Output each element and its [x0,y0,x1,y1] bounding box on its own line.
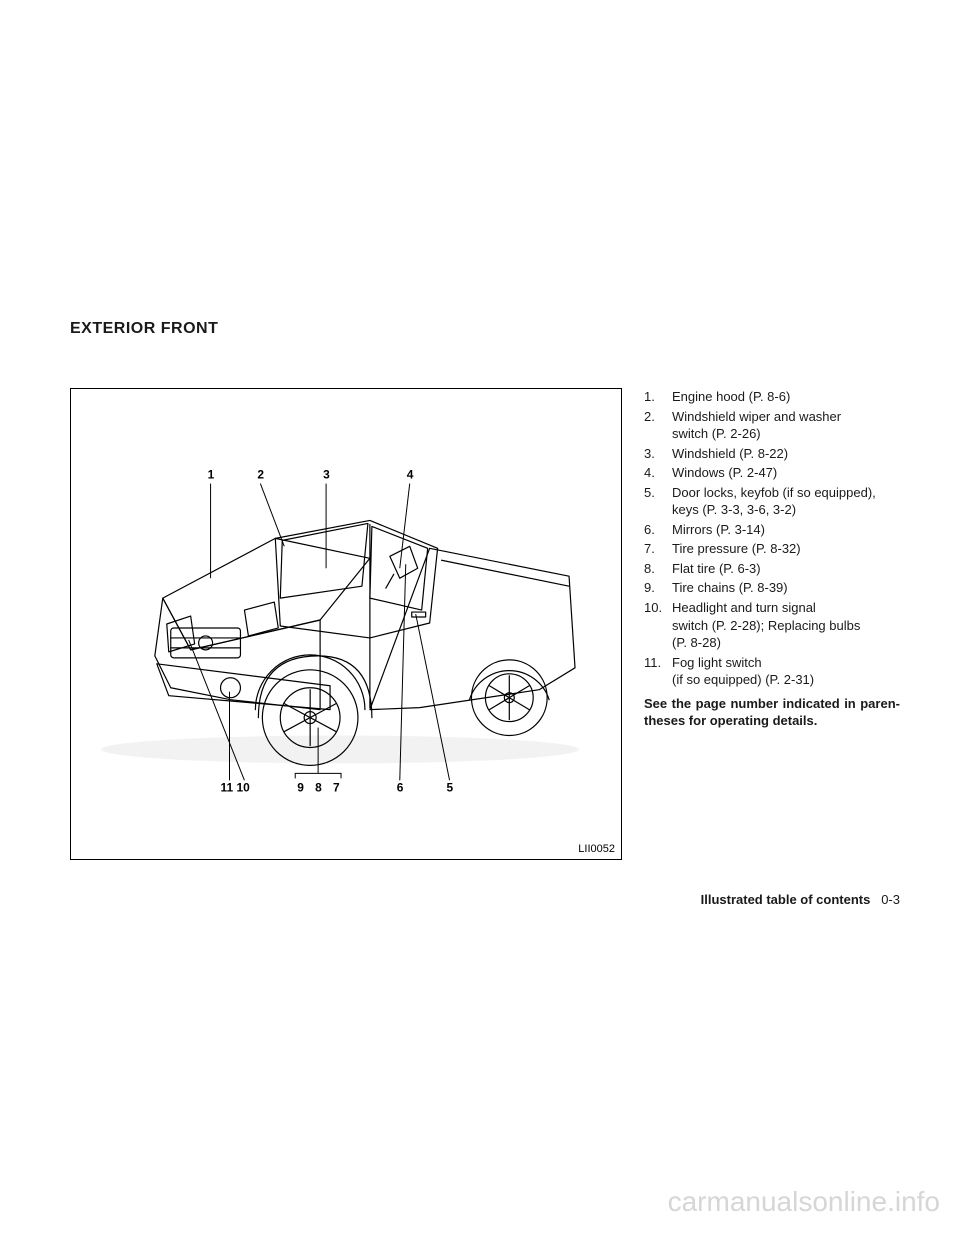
list-item-number: 9. [644,579,672,597]
page-footer: Illustrated table of contents 0-3 [701,892,900,907]
list-item: 5.Door locks, keyfob (if so equipped),ke… [644,484,900,519]
list-item-text: Windshield wiper and washerswitch (P. 2-… [672,408,900,443]
list-item-number: 5. [644,484,672,519]
callout-6: 6 [397,780,404,794]
list-item-text: Tire chains (P. 8-39) [672,579,900,597]
callout-9: 9 [297,780,304,794]
list-item-text: Flat tire (P. 6-3) [672,560,900,578]
watermark: carmanualsonline.info [668,1186,940,1218]
parts-list: 1.Engine hood (P. 8-6)2.Windshield wiper… [644,388,900,730]
list-item: 11.Fog light switch(if so equipped) (P. … [644,654,900,689]
truck-diagram-svg: 1 2 3 4 11 10 9 8 7 6 5 [71,389,621,859]
callout-1: 1 [208,468,215,482]
list-item-text: Windshield (P. 8-22) [672,445,900,463]
list-item-number: 7. [644,540,672,558]
callout-3: 3 [323,468,330,482]
list-item-text: Windows (P. 2-47) [672,464,900,482]
list-item: 3.Windshield (P. 8-22) [644,445,900,463]
list-item-number: 11. [644,654,672,689]
truck-outline [101,520,579,765]
leader-lines-top [211,484,410,579]
list-item-number: 8. [644,560,672,578]
list-item-number: 10. [644,599,672,652]
list-item-text: Door locks, keyfob (if so equipped),keys… [672,484,900,519]
footer-title: Illustrated table of contents [701,892,871,907]
callout-11: 11 [221,780,234,794]
footer-page: 0-3 [881,892,900,907]
list-item: 6.Mirrors (P. 3-14) [644,521,900,539]
list-item-number: 1. [644,388,672,406]
operating-note: See the page number indicated in paren­t… [644,695,900,730]
list-item-text: Fog light switch(if so equipped) (P. 2-3… [672,654,900,689]
callout-10: 10 [236,780,250,794]
content-row: 1 2 3 4 11 10 9 8 7 6 5 LII0052 1.Engine… [70,388,900,860]
callout-8: 8 [315,780,322,794]
callout-2: 2 [257,468,264,482]
list-item: 10.Headlight and turn signalswitch (P. 2… [644,599,900,652]
list-item-text: Headlight and turn signalswitch (P. 2-28… [672,599,900,652]
list-item: 1.Engine hood (P. 8-6) [644,388,900,406]
callout-7: 7 [333,780,340,794]
callout-4: 4 [407,468,414,482]
list-item: 9.Tire chains (P. 8-39) [644,579,900,597]
list-item: 7.Tire pressure (P. 8-32) [644,540,900,558]
list-item-number: 3. [644,445,672,463]
list-item-number: 4. [644,464,672,482]
list-item: 2.Windshield wiper and washerswitch (P. … [644,408,900,443]
figure-code: LII0052 [578,843,615,855]
exterior-front-figure: 1 2 3 4 11 10 9 8 7 6 5 LII0052 [70,388,622,860]
callout-5: 5 [447,780,454,794]
list-item: 8.Flat tire (P. 6-3) [644,560,900,578]
list-item-text: Mirrors (P. 3-14) [672,521,900,539]
list-item-number: 2. [644,408,672,443]
list-item-text: Engine hood (P. 8-6) [672,388,900,406]
list-item-number: 6. [644,521,672,539]
section-title: EXTERIOR FRONT [70,320,900,338]
list-item-text: Tire pressure (P. 8-32) [672,540,900,558]
list-item: 4.Windows (P. 2-47) [644,464,900,482]
